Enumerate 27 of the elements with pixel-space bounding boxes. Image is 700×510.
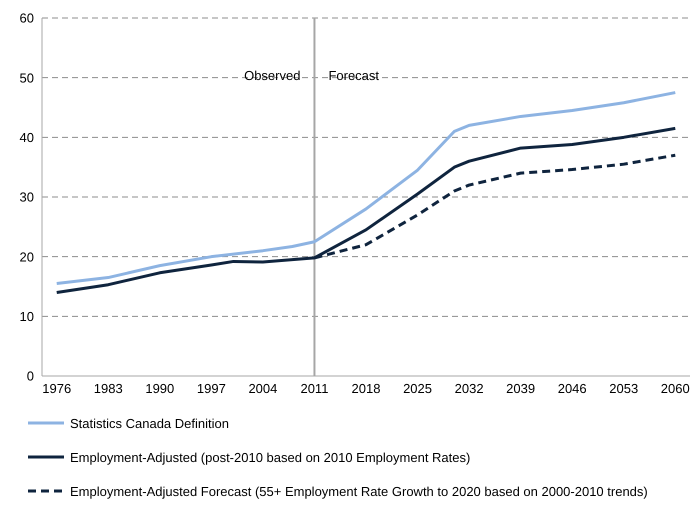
line-series bbox=[55, 126, 677, 294]
x-tick-label: 1990 bbox=[145, 381, 174, 396]
x-tick-label: 2004 bbox=[248, 381, 278, 396]
y-tick-label: 50 bbox=[20, 70, 34, 86]
x-tick-label: 2053 bbox=[609, 381, 638, 396]
y-tick-label: 10 bbox=[20, 308, 34, 324]
y-tick-label: 40 bbox=[20, 130, 34, 145]
line-series bbox=[55, 91, 677, 286]
x-tick-label: 1997 bbox=[196, 381, 226, 396]
annotation: Observed bbox=[244, 68, 300, 83]
y-tick-label: 0 bbox=[26, 368, 34, 384]
x-tick-label: 1983 bbox=[94, 381, 123, 396]
x-tick-label: 2032 bbox=[454, 381, 484, 396]
x-tick-label: 1976 bbox=[42, 381, 72, 396]
x-tick-label: 2046 bbox=[558, 381, 587, 396]
x-tick-label: 2060 bbox=[660, 381, 690, 396]
x-tick-label: 2018 bbox=[352, 381, 380, 396]
legend-label: Statistics Canada Definition bbox=[70, 416, 229, 430]
x-tick-label: 2039 bbox=[506, 381, 536, 396]
y-tick-label: 60 bbox=[20, 10, 34, 26]
y-tick-label: 30 bbox=[20, 190, 34, 205]
annotation: Forecast bbox=[328, 68, 380, 83]
x-tick-label: 2025 bbox=[403, 381, 432, 396]
legend-label: Employment-Adjusted (post-2010 based on 2010 Employment Rates) bbox=[70, 450, 470, 464]
y-tick-label: 20 bbox=[20, 249, 34, 264]
x-tick-label: 2011 bbox=[300, 381, 328, 396]
legend-label: Employment-Adjusted Forecast (55+ Employment Rate Growth to 2020 based on 2000-2010 trends) bbox=[70, 484, 648, 498]
